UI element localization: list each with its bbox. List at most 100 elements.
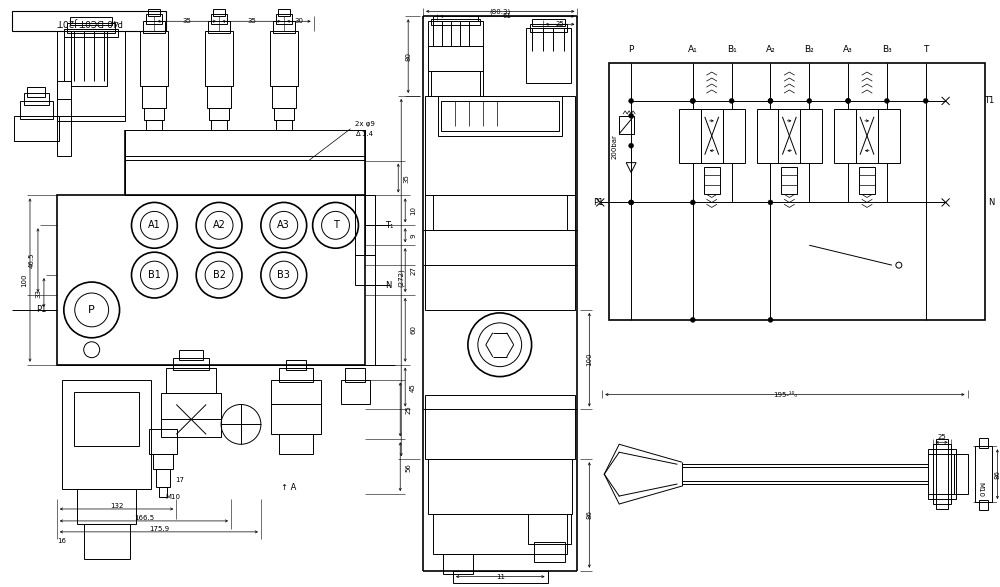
Bar <box>125 130 365 160</box>
Bar <box>57 81 71 99</box>
Bar <box>428 46 483 71</box>
Text: 25: 25 <box>556 21 564 27</box>
Bar <box>704 167 720 194</box>
Circle shape <box>75 293 109 327</box>
Bar <box>62 380 151 489</box>
Circle shape <box>196 252 242 298</box>
Text: B₂: B₂ <box>804 45 814 53</box>
Circle shape <box>690 99 695 103</box>
Text: 132: 132 <box>110 503 123 509</box>
Circle shape <box>205 211 233 239</box>
Bar <box>209 108 229 120</box>
Text: ↑ A: ↑ A <box>281 483 296 491</box>
Bar <box>341 380 370 404</box>
Circle shape <box>132 203 177 248</box>
Bar <box>273 21 295 33</box>
Text: A₁: A₁ <box>688 45 698 53</box>
Circle shape <box>884 99 889 103</box>
Bar <box>781 167 797 194</box>
Text: 175.9: 175.9 <box>149 526 169 532</box>
Text: 100: 100 <box>586 353 592 366</box>
Circle shape <box>629 200 634 205</box>
Bar <box>77 489 136 524</box>
Text: T: T <box>333 220 338 230</box>
Circle shape <box>629 99 634 103</box>
Bar <box>933 444 951 504</box>
Text: 30: 30 <box>294 18 303 24</box>
Text: 86: 86 <box>994 470 1000 478</box>
Bar <box>619 116 634 134</box>
Text: A3: A3 <box>277 220 290 230</box>
Circle shape <box>690 99 695 103</box>
Circle shape <box>196 203 242 248</box>
Bar <box>149 429 177 454</box>
Text: P1: P1 <box>37 305 47 315</box>
Bar <box>207 86 231 108</box>
Bar <box>211 14 227 24</box>
Text: 45: 45 <box>410 383 416 392</box>
Bar <box>146 14 162 24</box>
Text: 35: 35 <box>247 18 256 24</box>
Text: 9: 9 <box>410 233 416 238</box>
Bar <box>272 86 296 108</box>
Text: P1: P1 <box>593 198 603 207</box>
Circle shape <box>768 99 773 103</box>
Text: 11: 11 <box>496 573 505 579</box>
Bar <box>146 120 162 130</box>
Bar <box>433 195 567 230</box>
Bar <box>144 108 164 120</box>
Text: M10: M10 <box>977 481 983 497</box>
Text: 100: 100 <box>21 274 27 287</box>
Bar <box>279 434 313 454</box>
Circle shape <box>322 211 349 239</box>
Bar <box>355 195 365 255</box>
Text: B1: B1 <box>148 270 161 280</box>
Text: ∆ 1.4: ∆ 1.4 <box>355 131 373 137</box>
Bar <box>64 29 118 37</box>
Circle shape <box>629 143 634 148</box>
Bar <box>453 571 548 583</box>
Bar <box>979 500 988 510</box>
Bar <box>433 514 567 554</box>
Bar <box>757 109 778 163</box>
Bar <box>425 96 575 195</box>
Bar <box>425 195 575 310</box>
Bar <box>213 9 225 16</box>
Text: 35: 35 <box>403 174 409 183</box>
Bar <box>57 195 365 365</box>
Bar <box>279 367 313 382</box>
Bar <box>528 514 571 544</box>
Bar <box>166 367 216 393</box>
Text: T₁: T₁ <box>385 221 394 230</box>
Text: B2: B2 <box>213 270 226 280</box>
Text: N: N <box>988 198 994 207</box>
Bar <box>355 255 375 285</box>
Bar <box>278 9 290 16</box>
Text: A2: A2 <box>213 220 226 230</box>
Bar <box>71 31 107 86</box>
Bar <box>428 21 483 96</box>
Circle shape <box>261 203 307 248</box>
Text: 56: 56 <box>405 463 411 471</box>
Text: 27: 27 <box>410 266 416 275</box>
Text: B3: B3 <box>277 270 290 280</box>
Circle shape <box>629 113 634 119</box>
Bar <box>856 109 878 163</box>
Text: M10: M10 <box>165 494 180 500</box>
Bar <box>27 87 45 97</box>
Text: 86: 86 <box>586 511 592 519</box>
Bar <box>142 86 166 108</box>
Text: P40-DC0T-J20T: P40-DC0T-J20T <box>55 17 122 26</box>
Bar <box>276 120 292 130</box>
Text: 10: 10 <box>410 206 416 215</box>
Circle shape <box>690 200 695 205</box>
Circle shape <box>846 99 851 103</box>
Text: 25: 25 <box>405 405 411 414</box>
Bar <box>140 31 168 86</box>
Circle shape <box>205 261 233 289</box>
Bar <box>431 19 480 25</box>
Text: 17: 17 <box>175 477 184 483</box>
Bar <box>723 109 745 163</box>
Bar <box>67 23 115 33</box>
Bar <box>979 438 988 448</box>
